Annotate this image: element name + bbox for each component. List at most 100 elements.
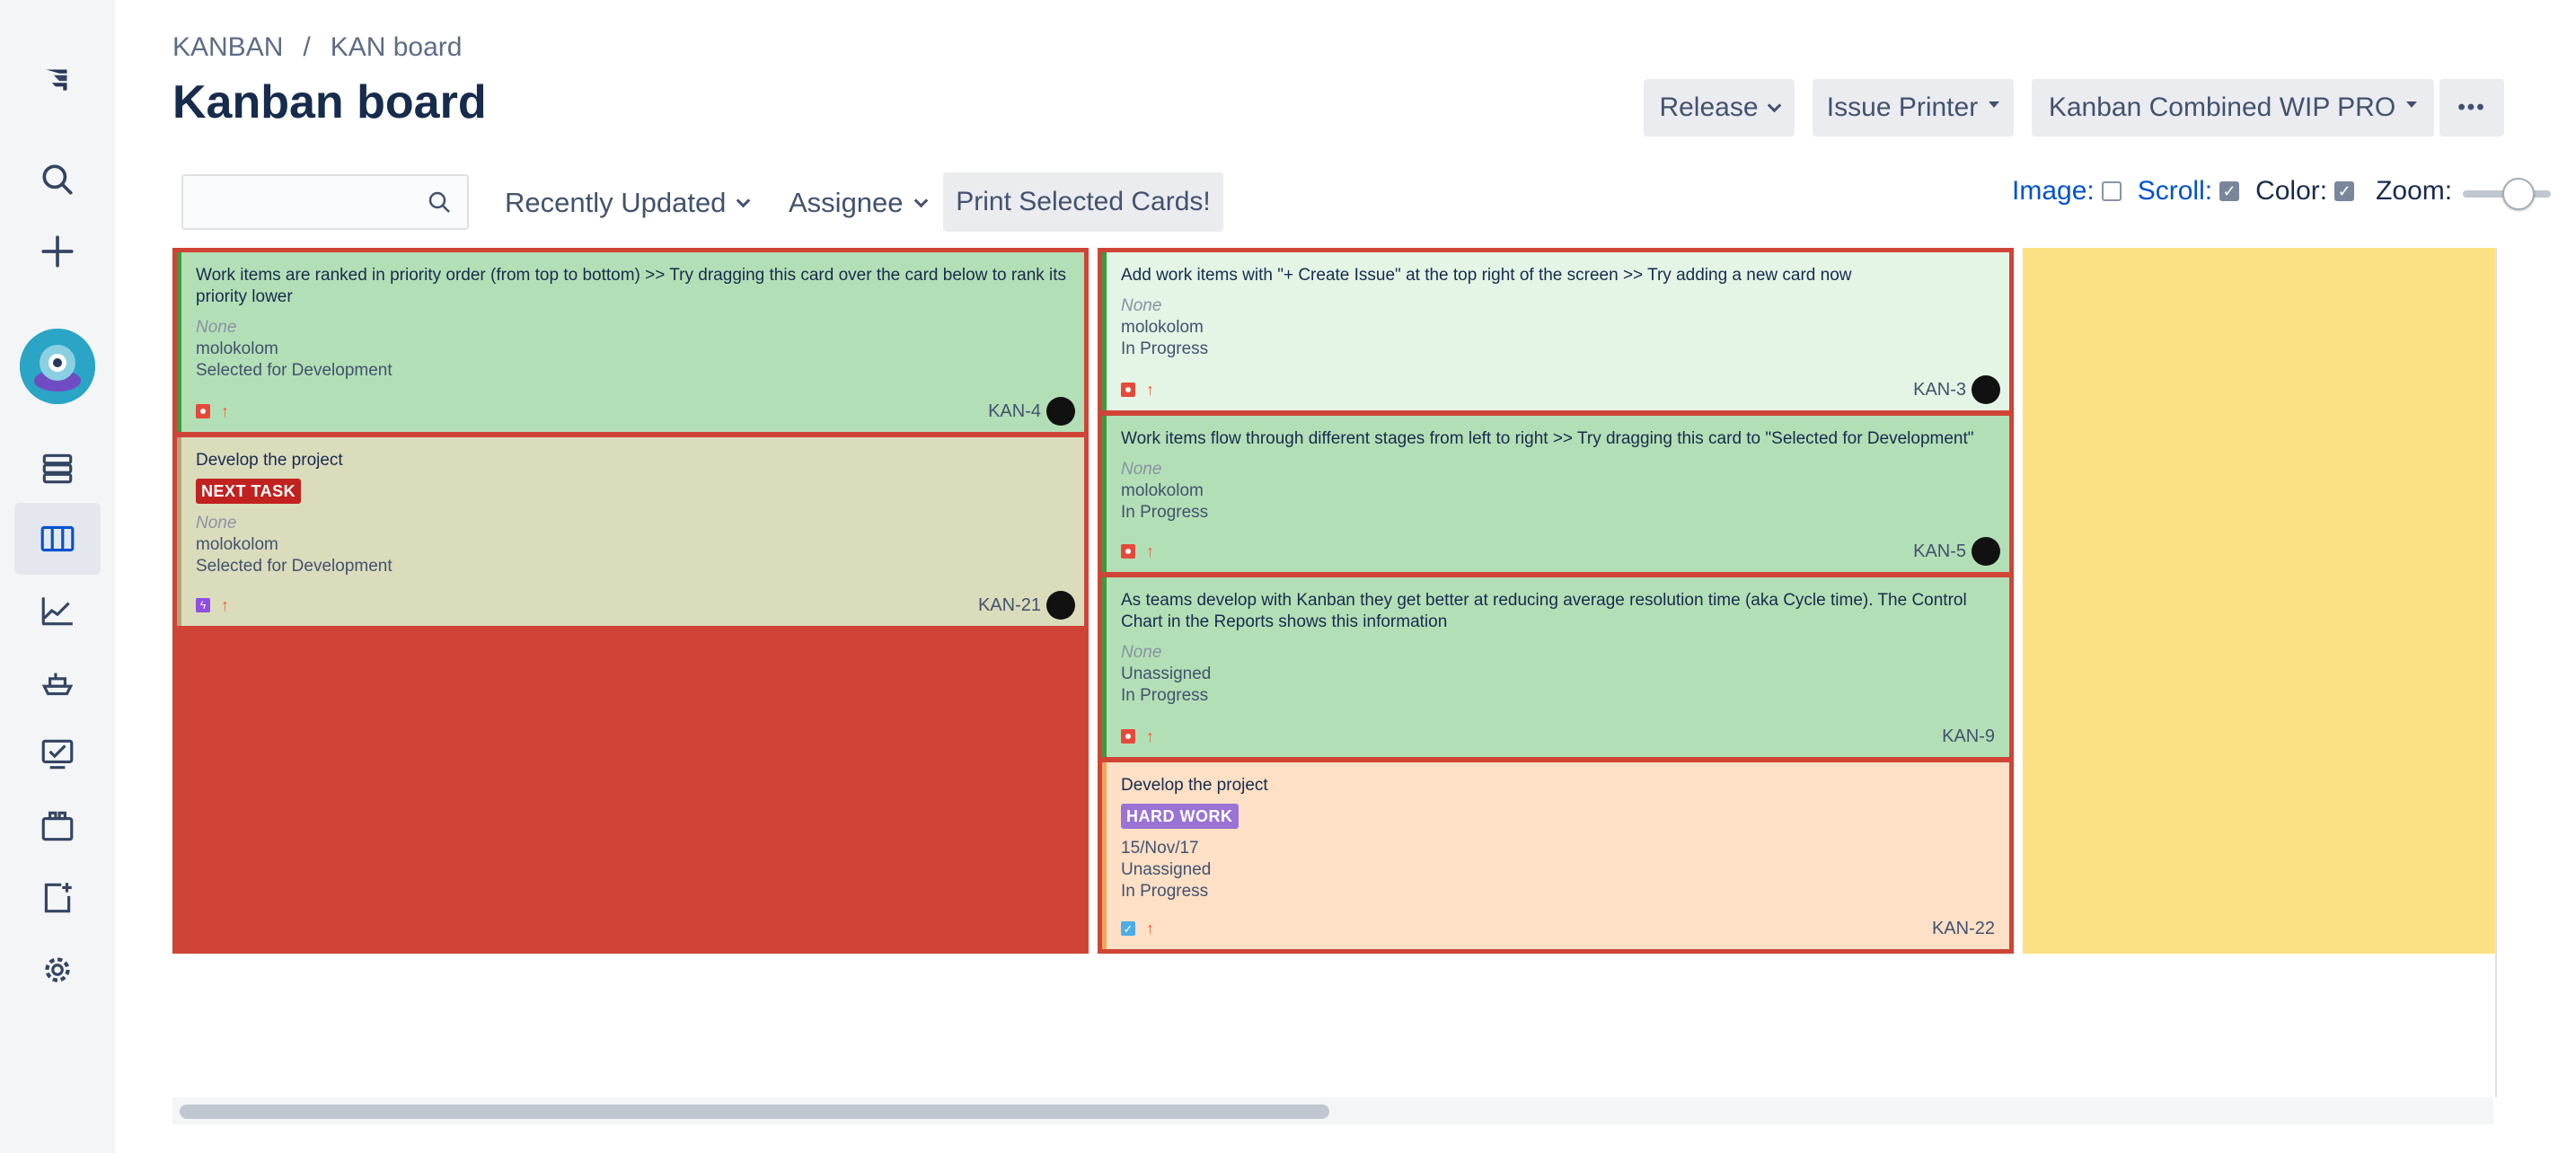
- chevron-down-icon: [913, 193, 928, 207]
- priority-high-icon: ↑: [221, 596, 229, 614]
- issue-card[interactable]: Add work items with "+ Create Issue" at …: [1102, 252, 2009, 410]
- card-summary: Add work items with "+ Create Issue" at …: [1121, 266, 1852, 285]
- board-icon[interactable]: [14, 503, 101, 575]
- reports-glyph: [41, 597, 73, 626]
- priority-high-icon: ↑: [1146, 727, 1154, 745]
- card-status: Selected for Development: [196, 557, 393, 576]
- bug-type-icon: [196, 404, 210, 418]
- components-glyph: [41, 811, 74, 841]
- horizontal-scrollbar-thumb[interactable]: [180, 1105, 1329, 1119]
- plus-icon[interactable]: [25, 219, 90, 284]
- issues-icon[interactable]: [25, 722, 90, 787]
- card-assignee: molokolom: [196, 535, 278, 554]
- page-title: Kanban board: [172, 76, 487, 128]
- releases-icon[interactable]: [25, 650, 90, 715]
- issue-printer-label: Issue Printer: [1826, 92, 1979, 122]
- card-footer: ↑ KAN-9: [1121, 723, 2000, 750]
- card-key[interactable]: KAN-9: [1942, 726, 1995, 746]
- jira-logo-icon[interactable]: [25, 47, 90, 111]
- add-page-glyph: [44, 883, 72, 913]
- horizontal-scrollbar[interactable]: [172, 1097, 2493, 1124]
- plus-glyph: [41, 235, 74, 268]
- card-status: In Progress: [1121, 503, 1209, 522]
- assignee-avatar: [1046, 591, 1075, 620]
- issue-card[interactable]: Work items are ranked in priority order …: [177, 252, 1084, 432]
- sidebar: [0, 0, 115, 1153]
- backlog-icon[interactable]: [25, 436, 90, 501]
- wip-button[interactable]: Kanban Combined WIP PRO: [2032, 79, 2434, 136]
- more-actions-button[interactable]: •••: [2439, 79, 2504, 136]
- assignee-label: Assignee: [789, 187, 904, 218]
- card-summary: Work items flow through different stages…: [1121, 429, 1974, 448]
- card-status: In Progress: [1121, 882, 1209, 901]
- card-field-1: None: [1121, 296, 1162, 315]
- chevron-down-icon: [737, 193, 751, 207]
- settings-icon[interactable]: [25, 937, 90, 1002]
- chevron-down-icon: [1767, 98, 1781, 112]
- card-footer: ↑ KAN-5: [1121, 537, 2000, 566]
- print-selected-cards-button[interactable]: Print Selected Cards!: [943, 172, 1223, 232]
- card-footer: ↑ KAN-3: [1121, 375, 2000, 404]
- image-checkbox[interactable]: [2101, 181, 2122, 201]
- card-summary: Work items are ranked in priority order …: [196, 266, 1067, 306]
- recently-updated-filter[interactable]: Recently Updated: [505, 176, 751, 230]
- card-status: In Progress: [1121, 686, 1209, 705]
- issue-printer-button[interactable]: Issue Printer: [1813, 79, 2014, 136]
- reports-icon[interactable]: [25, 578, 90, 643]
- card-field-1: None: [1121, 643, 1162, 662]
- color-option-label: Color:: [2255, 176, 2328, 206]
- search-icon: [428, 191, 450, 213]
- card-key[interactable]: KAN-3: [1913, 380, 1966, 400]
- card-footer: ✓ ↑ KAN-22: [1121, 915, 2000, 942]
- image-option-label: Image:: [2012, 176, 2095, 206]
- card-assignee: Unassigned: [1121, 860, 1212, 879]
- backlog-glyph: [42, 453, 73, 484]
- breadcrumb-project-link[interactable]: KANBAN: [172, 32, 284, 62]
- assignee-avatar: [1972, 537, 2000, 566]
- jira-logo-glyph: [46, 69, 67, 91]
- release-button[interactable]: Release: [1644, 79, 1795, 136]
- search-input[interactable]: [181, 174, 469, 230]
- card-key[interactable]: KAN-5: [1913, 541, 1966, 561]
- card-footer: ϟ ↑ KAN-21: [196, 591, 1075, 620]
- assignee-filter[interactable]: Assignee: [789, 176, 928, 230]
- components-icon[interactable]: [25, 794, 90, 858]
- priority-high-icon: ↑: [1146, 920, 1154, 937]
- board-glyph: [40, 525, 75, 552]
- task-type-icon: ✓: [1121, 921, 1135, 936]
- issues-glyph: [41, 739, 74, 770]
- bug-type-icon: [1121, 544, 1135, 559]
- breadcrumb-separator: /: [303, 32, 311, 62]
- card-key[interactable]: KAN-22: [1931, 919, 1995, 938]
- priority-high-icon: ↑: [1146, 542, 1154, 560]
- zoom-slider-handle[interactable]: [2502, 178, 2536, 210]
- card-key[interactable]: KAN-4: [988, 401, 1041, 421]
- search-text-field[interactable]: [192, 185, 408, 219]
- card-summary: Develop the project: [196, 451, 343, 470]
- card-field-1: None: [1121, 460, 1162, 479]
- more-icon: •••: [2457, 95, 2486, 119]
- scroll-option-label: Scroll:: [2137, 176, 2213, 206]
- assignee-avatar: [1972, 375, 2000, 404]
- avatar-image: [20, 329, 95, 404]
- card-assignee: molokolom: [196, 339, 278, 358]
- card-assignee: molokolom: [1121, 481, 1204, 500]
- color-checkbox[interactable]: ✓: [2334, 181, 2355, 201]
- add-page-icon[interactable]: [25, 866, 90, 930]
- zoom-slider[interactable]: [2463, 178, 2552, 210]
- card-key[interactable]: KAN-21: [977, 595, 1041, 615]
- search-glyph: [42, 164, 73, 195]
- card-field-1: None: [196, 318, 237, 337]
- issue-card[interactable]: Work items flow through different stages…: [1102, 416, 2009, 572]
- card-label: NEXT TASK: [196, 479, 302, 504]
- avatar[interactable]: [20, 329, 95, 404]
- issue-card[interactable]: Develop the project HARD WORK 15/Nov/17 …: [1102, 762, 2009, 949]
- release-button-label: Release: [1659, 92, 1759, 122]
- scroll-checkbox[interactable]: ✓: [2219, 181, 2240, 201]
- zoom-option-label: Zoom:: [2376, 176, 2453, 206]
- issue-card[interactable]: As teams develop with Kanban they get be…: [1102, 577, 2009, 757]
- search-icon[interactable]: [25, 147, 90, 212]
- issue-card[interactable]: Develop the project NEXT TASK None molok…: [177, 437, 1084, 626]
- breadcrumb-board-link[interactable]: KAN board: [330, 32, 463, 62]
- priority-high-icon: ↑: [1146, 381, 1154, 399]
